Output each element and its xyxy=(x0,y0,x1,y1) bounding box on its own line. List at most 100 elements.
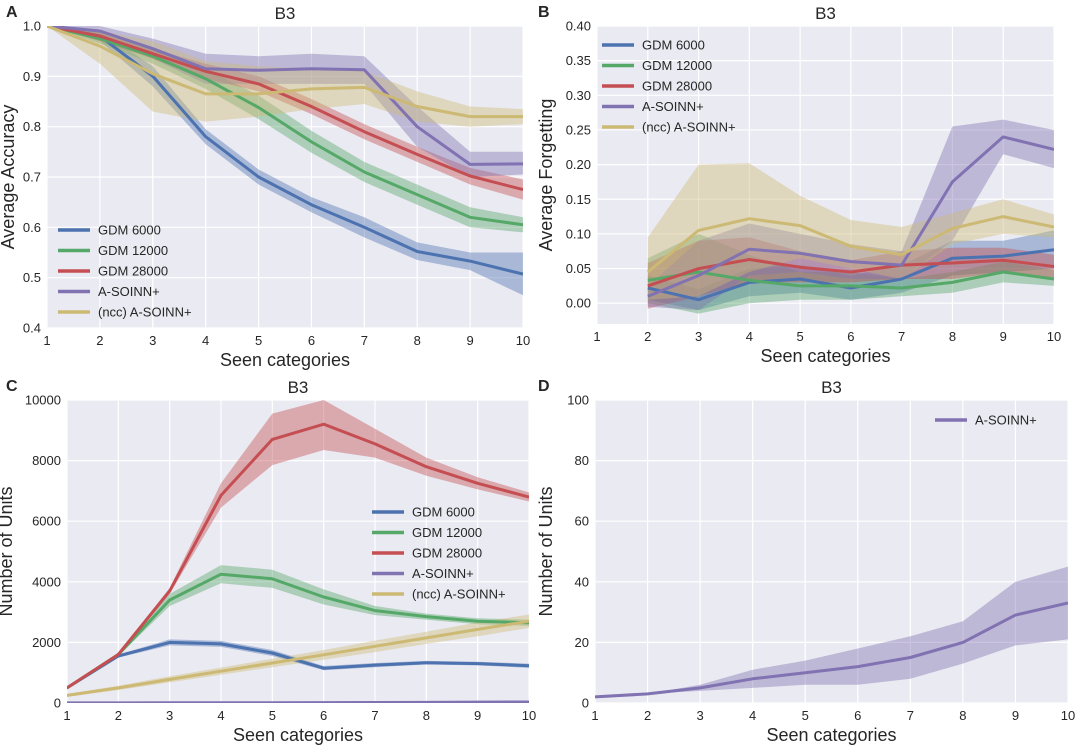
x-tick-label: 6 xyxy=(854,708,861,723)
y-tick-label: 0.5 xyxy=(23,270,41,285)
y-tick-label: 0.40 xyxy=(566,19,591,34)
line-gdm-28000 xyxy=(67,422,529,690)
x-axis-label: Seen categories xyxy=(220,350,350,370)
y-tick-label: 0 xyxy=(54,696,61,711)
y-tick-label: 60 xyxy=(575,514,589,529)
data-area xyxy=(67,400,529,703)
legend-label: GDM 28000 xyxy=(98,264,168,279)
line-ncc-a-soinn xyxy=(47,26,523,119)
legend-label: A-SOINN+ xyxy=(412,566,474,581)
data-area xyxy=(646,119,1054,314)
tick-labels: 1 2 3 4 5 6 7 8 9 10 0.4 0.5 0.6 0.7 0.8 0.9 1.0 xyxy=(23,19,530,349)
legend-item-gdm-28000: GDM 28000 xyxy=(372,546,482,561)
legend-label: GDM 28000 xyxy=(412,546,482,561)
y-tick-label: 0.9 xyxy=(23,69,41,84)
tick-labels: 1 2 3 4 5 6 7 8 9 10 0.00 0.05 0.10 0.15 0.20 0.25 0.30 0… xyxy=(566,19,1062,345)
legend-label: (ncc) A-SOINN+ xyxy=(412,587,506,602)
line-ncc-a-soinn xyxy=(67,619,529,697)
legend-item-a-soinn: A-SOINN+ xyxy=(602,99,704,114)
band-gdm-12000 xyxy=(67,565,529,690)
x-tick-label: 6 xyxy=(320,708,327,723)
plot-background xyxy=(597,26,1054,324)
y-tick-label: 20 xyxy=(575,635,589,650)
legend-item-ncc-a-soinn: (ncc) A-SOINN+ xyxy=(602,120,736,135)
x-tick-label: 3 xyxy=(166,708,173,723)
panel-c: 1 2 3 4 5 6 7 8 9 10 0 2000 4000 6000 8000 10000 B3 Seen … xyxy=(0,378,536,745)
x-tick-label: 5 xyxy=(802,708,809,723)
x-tick-label: 7 xyxy=(371,708,378,723)
legend-label: GDM 6000 xyxy=(642,38,705,53)
x-tick-label: 3 xyxy=(149,333,156,348)
legend-label: A-SOINN+ xyxy=(98,284,160,299)
line-gdm-6000 xyxy=(47,26,523,276)
panel-label: D xyxy=(538,378,550,395)
y-tick-label: 4000 xyxy=(32,574,61,589)
x-tick-label: 1 xyxy=(43,333,50,348)
band-gdm-28000 xyxy=(47,26,523,200)
y-axis-label: Average Forgetting xyxy=(536,99,556,252)
y-tick-label: 0.20 xyxy=(566,157,591,172)
x-tick-label: 10 xyxy=(522,708,536,723)
x-tick-label: 10 xyxy=(516,333,530,348)
y-tick-label: 1.0 xyxy=(23,19,41,34)
legend-item-ncc-a-soinn: (ncc) A-SOINN+ xyxy=(372,587,506,602)
y-tick-label: 0.15 xyxy=(566,192,591,207)
y-axis-label: Number of Units xyxy=(0,486,16,616)
plot-background xyxy=(595,400,1068,703)
legend-label: GDM 12000 xyxy=(98,243,168,258)
legend: GDM 6000 GDM 12000 GDM 28000 A-SOINN+ (ncc) … xyxy=(372,505,506,602)
legend-label: (ncc) A-SOINN+ xyxy=(98,305,192,320)
x-tick-label: 1 xyxy=(593,329,600,344)
x-tick-label: 4 xyxy=(746,329,753,344)
x-tick-label: 5 xyxy=(255,333,262,348)
y-tick-label: 0.05 xyxy=(566,261,591,276)
x-tick-label: 2 xyxy=(644,708,651,723)
legend-label: GDM 12000 xyxy=(412,525,482,540)
data-area xyxy=(47,26,523,296)
plot-background xyxy=(67,400,529,703)
line-gdm-12000 xyxy=(47,26,523,227)
x-tick-label: 4 xyxy=(217,708,224,723)
x-tick-label: 4 xyxy=(749,708,756,723)
x-tick-label: 2 xyxy=(115,708,122,723)
x-tick-label: 3 xyxy=(695,329,702,344)
x-tick-label: 2 xyxy=(96,333,103,348)
y-tick-label: 2000 xyxy=(32,635,61,650)
line-ncc-a-soinn xyxy=(646,215,1054,274)
band-gdm-6000 xyxy=(647,230,1054,311)
line-a-soinn xyxy=(47,26,523,166)
x-tick-label: 10 xyxy=(1061,708,1075,723)
legend-label: GDM 6000 xyxy=(98,223,161,238)
x-tick-label: 8 xyxy=(959,708,966,723)
tick-labels: 1 2 3 4 5 6 7 8 9 10 0 2000 4000 6000 8000 10000 xyxy=(25,393,536,724)
data-area xyxy=(595,566,1068,699)
legend-item-gdm-28000: GDM 28000 xyxy=(602,79,712,94)
x-tick-label: 9 xyxy=(466,333,473,348)
y-tick-label: 0.35 xyxy=(566,53,591,68)
y-axis-label: Number of Units xyxy=(536,486,556,616)
x-tick-label: 4 xyxy=(202,333,209,348)
band-gdm-12000 xyxy=(47,26,523,233)
x-tick-label: 3 xyxy=(696,708,703,723)
x-tick-label: 9 xyxy=(1012,708,1019,723)
line-gdm-28000 xyxy=(47,26,523,192)
y-tick-label: 0 xyxy=(582,696,589,711)
legend-label: A-SOINN+ xyxy=(642,99,704,114)
x-tick-label: 5 xyxy=(269,708,276,723)
y-tick-label: 0.30 xyxy=(566,88,591,103)
x-axis-label: Seen categories xyxy=(233,725,363,745)
line-gdm-6000 xyxy=(647,248,1054,302)
band-a-soinn xyxy=(47,26,523,177)
y-tick-label: 0.00 xyxy=(566,296,591,311)
y-tick-label: 10000 xyxy=(25,393,61,408)
x-tick-label: 7 xyxy=(361,333,368,348)
legend-item-a-soinn: A-SOINN+ xyxy=(372,566,474,581)
x-tick-label: 1 xyxy=(63,708,70,723)
line-a-soinn xyxy=(67,700,529,703)
gridlines xyxy=(594,399,1069,704)
legend-item-a-soinn: A-SOINN+ xyxy=(935,413,1037,428)
legend-label: GDM 6000 xyxy=(412,505,475,520)
y-tick-label: 6000 xyxy=(32,514,61,529)
legend-label: GDM 12000 xyxy=(642,58,712,73)
legend-item-gdm-12000: GDM 12000 xyxy=(602,58,712,73)
